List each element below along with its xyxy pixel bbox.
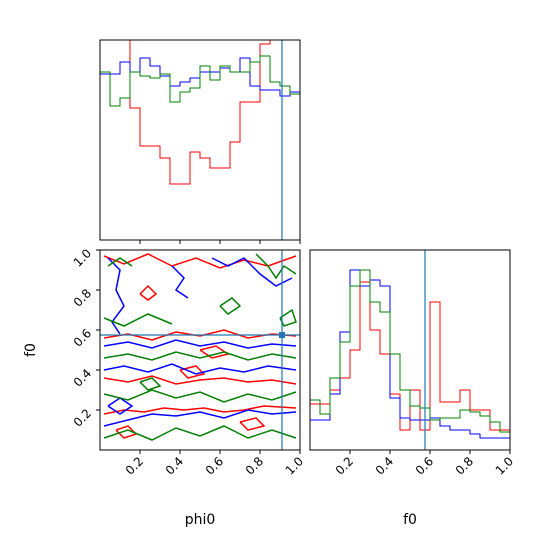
contour-ytick-label: 0.4 [71, 366, 94, 389]
contour-green-line [103, 351, 297, 361]
contour-ytick-label: 0.6 [71, 326, 94, 349]
hist-f0-blue-series [310, 269, 510, 450]
y-axis-label-f0: f0 [23, 343, 39, 357]
contour-xtick-label: 0.8 [243, 454, 266, 477]
contour-blue-line [103, 339, 297, 349]
contour-frame [99, 249, 301, 451]
histogram-phi0-panel [99, 39, 301, 244]
contour-phi0-f0-panel: 0.2 0.4 0.6 0.8 1.0 0.2 0.4 0.6 0.8 1.0 [71, 246, 306, 477]
hist-phi0-frame [99, 39, 301, 241]
contour-green-line [107, 257, 133, 267]
contour-red-line [103, 253, 297, 269]
contour-xtick-label: 0.2 [123, 454, 146, 477]
hist-f0-xtick-label: 0.8 [453, 454, 476, 477]
hist-f0-xtick-label: 0.6 [413, 454, 436, 477]
contour-blue-line [103, 409, 297, 427]
x-axis-label-phi0: phi0 [185, 512, 216, 528]
contour-blue-line [171, 265, 189, 299]
hist-phi0-green-series [100, 55, 300, 240]
hist-f0-xtick-label: 0.2 [333, 454, 356, 477]
contour-green-line [279, 308, 297, 327]
contour-blue-line [103, 363, 297, 375]
contour-ytick-label: 1.0 [71, 246, 94, 269]
contour-red-line [103, 405, 297, 415]
contour-green-line [139, 377, 162, 391]
contour-red-line [103, 375, 297, 385]
x-axis-label-f0: f0 [403, 512, 417, 528]
contour-xtick-label: 0.4 [163, 454, 186, 477]
contour-blue-line [211, 257, 293, 287]
contour-green-line [103, 313, 173, 327]
contour-green-line [103, 425, 297, 441]
contour-ytick-label: 0.2 [71, 406, 94, 429]
contour-truth-marker [279, 332, 285, 338]
contour-ytick-label: 0.8 [71, 286, 94, 309]
contour-red-line [179, 365, 206, 379]
contour-green-line [219, 297, 242, 315]
contour-green-line [255, 253, 297, 280]
hist-f0-xtick-label: 1.0 [493, 454, 516, 477]
hist-phi0-red-series [100, 40, 300, 240]
hist-f0-green-series [310, 269, 510, 450]
histogram-f0-panel: 0.2 0.4 0.6 0.8 1.0 [309, 249, 516, 478]
contour-xtick-label: 0.6 [203, 454, 226, 477]
hist-f0-red-series [310, 281, 510, 450]
contour-blue-line [107, 397, 134, 415]
contour-red-line [139, 284, 158, 301]
hist-f0-frame [309, 249, 511, 451]
contour-red-line [239, 417, 266, 431]
contour-xtick-label: 1.0 [283, 454, 306, 477]
hist-f0-xtick-label: 0.4 [373, 454, 396, 477]
contour-green-line [103, 389, 297, 403]
contour-blue-line [107, 257, 125, 335]
